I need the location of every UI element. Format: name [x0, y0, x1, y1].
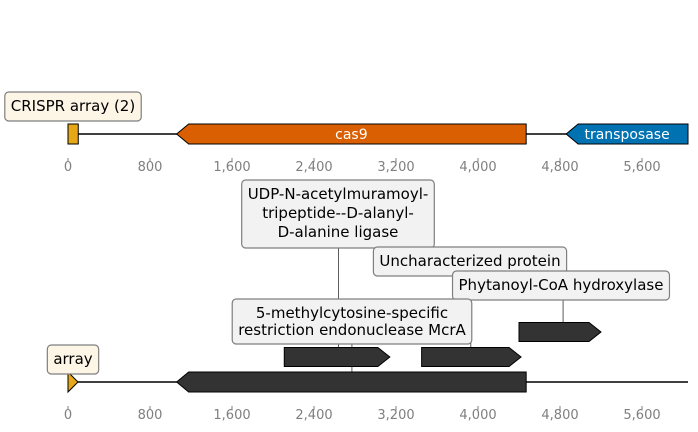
track2-tick-label: 800 [138, 408, 163, 423]
track2-tick-label: 0 [64, 408, 72, 423]
track1-tick-label: 1,600 [213, 160, 250, 175]
phytanoyl-annotation: Phytanoyl-CoA hydroxylase [451, 270, 671, 301]
crispr-annotation-text: CRISPR array (2) [11, 97, 135, 115]
ligase-annotation-text: tripeptide--D-alanyl- [262, 204, 414, 222]
track2-tick-label: 4,000 [459, 408, 496, 423]
track2-big-reverse-gene-feature[interactable] [175, 371, 527, 393]
ligase-annotation-text: UDP-N-acetylmuramoyl- [248, 185, 429, 203]
uncharacterized-annotation-text: Uncharacterized protein [379, 252, 560, 270]
crispr-annotation-box [4, 91, 142, 122]
track1-cas9-feature[interactable] [175, 123, 527, 145]
track1-tick-label: 2,400 [295, 160, 332, 175]
array-annotation: array [46, 344, 100, 375]
mcra-annotation-box [231, 298, 473, 345]
ligase-annotation-box [241, 179, 435, 249]
track1-tick-label: 800 [138, 160, 163, 175]
array-annotation-text: array [53, 350, 92, 368]
track1-transposase-feature[interactable] [565, 123, 689, 145]
track2-tick-label: 2,400 [295, 408, 332, 423]
crispr-annotation: CRISPR array (2) [4, 91, 142, 122]
track1-tick-label: 4,000 [459, 160, 496, 175]
track2-tick-label: 1,600 [213, 408, 250, 423]
phytanoyl-annotation-text: Phytanoyl-CoA hydroxylase [459, 276, 664, 294]
track1-crispr-feature[interactable] [67, 123, 79, 145]
track2-phytanoyl-gene-feature[interactable] [518, 322, 602, 342]
phytanoyl-annotation-box [451, 270, 671, 301]
array-annotation-box [46, 344, 100, 375]
track2-uncharacterized-gene-feature[interactable] [421, 347, 522, 367]
track2-tick-label: 4,800 [541, 408, 578, 423]
uncharacterized-annotation: Uncharacterized protein [372, 246, 568, 277]
track1-cas9-label: cas9 [335, 127, 367, 143]
ligase-annotation: UDP-N-acetylmuramoyl-tripeptide--D-alany… [241, 179, 435, 249]
mcra-annotation-text: 5-methylcytosine-specific [256, 304, 448, 322]
track2-tick-label: 5,600 [623, 408, 660, 423]
track1-tick-label: 5,600 [623, 160, 660, 175]
track2-array-feature[interactable] [67, 370, 79, 394]
track1-transposase-label: transposase [584, 127, 669, 143]
track2-mcra-gene-feature[interactable] [283, 347, 391, 367]
track1-tick-label: 4,800 [541, 160, 578, 175]
track1-tick-label: 3,200 [377, 160, 414, 175]
track2-tick-label: 3,200 [377, 408, 414, 423]
ligase-annotation-text: D-alanine ligase [278, 223, 399, 241]
mcra-annotation-text: restriction endonuclease McrA [238, 321, 466, 339]
track1-tick-label: 0 [64, 160, 72, 175]
